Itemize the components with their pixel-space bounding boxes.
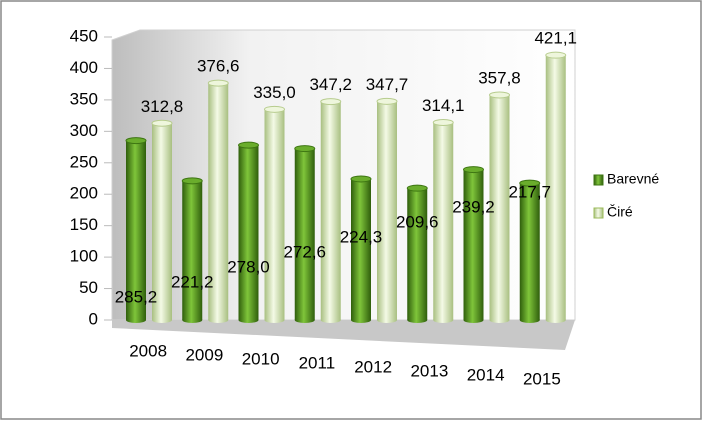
x-tick-label: 2011 [299,353,336,372]
data-label: 272,6 [283,242,326,261]
x-tick-label: 2014 [467,365,505,384]
bar-cap [151,119,173,127]
legend-swatch [593,207,604,219]
legend-label: Čiré [607,204,633,220]
bar-base [545,317,566,323]
data-label: 217,7 [508,182,551,201]
bar-cap [320,98,342,106]
bar [489,94,510,321]
bar [407,188,428,320]
data-label: 421,1 [534,29,577,48]
bar [320,101,341,320]
data-label: 314,1 [422,96,465,115]
bar-cap [463,166,484,174]
data-label: 278,0 [227,257,270,276]
y-tick-label: 300 [70,121,98,140]
y-tick-label: 200 [70,184,98,203]
bar-cap [294,145,316,153]
y-tick-label: 100 [70,247,98,266]
bar-cap [376,97,398,105]
y-tick-label: 450 [70,26,98,45]
data-label: 335,0 [253,83,296,102]
x-tick-label: 2015 [523,369,561,388]
data-label: 312,8 [141,97,184,116]
bar [208,83,229,320]
y-tick-label: 350 [70,89,98,108]
data-label: 209,6 [396,212,439,231]
y-tick-label: 250 [70,152,98,171]
bar-base [489,317,510,323]
x-tick-label: 2012 [354,357,392,376]
bar-base [294,317,315,323]
bar-cap [125,137,147,145]
data-label: 347,2 [309,75,352,94]
bar-cap [519,179,541,187]
data-label: 239,2 [452,197,495,216]
bar-cap [489,91,510,99]
bar-base [264,317,285,323]
y-tick-label: 400 [70,58,98,77]
bar-cap [545,51,567,59]
bar [238,145,259,320]
bar [294,148,315,320]
bar-cap [432,118,454,126]
legend-swatch [593,174,604,186]
x-tick-label: 2008 [129,341,167,360]
bar-base [238,317,259,323]
bar-base [126,317,146,323]
bar-base [320,317,341,323]
x-tick-label: 2009 [185,345,223,364]
x-tick-label: 2010 [242,349,280,368]
y-tick-label: 150 [70,215,98,234]
floor [112,320,575,350]
bar [351,178,371,320]
bar [126,140,146,320]
y-tick-label: 0 [89,309,98,328]
bar-cap [181,177,203,185]
data-label: 347,7 [366,75,409,94]
data-label: 285,2 [115,287,158,306]
bar-base [519,317,540,323]
y-tick-label: 50 [79,278,98,297]
data-label: 221,2 [171,272,214,291]
bar [377,101,397,321]
bar-base [351,317,371,323]
bar [519,183,540,320]
bar [463,169,484,320]
bar [152,123,172,320]
bar-base [208,317,229,323]
data-label: 357,8 [478,68,521,87]
bar [545,55,566,320]
bar-cap [207,79,229,87]
legend-label: Barevné [607,171,659,187]
bar-cap [264,105,285,113]
bar [264,109,285,320]
bar-cap [406,184,428,192]
bar-base [152,317,172,323]
data-label: 376,6 [197,57,240,76]
bar-base [377,317,397,323]
bar-base [433,317,454,323]
bar-cap [350,175,372,183]
bar-base [463,317,484,323]
bar-base [182,317,203,323]
bar-base [407,317,428,323]
data-label: 224,3 [340,227,383,246]
bar [182,180,203,320]
bar [433,122,454,320]
x-tick-label: 2013 [410,361,448,380]
bar-cap [238,141,259,149]
